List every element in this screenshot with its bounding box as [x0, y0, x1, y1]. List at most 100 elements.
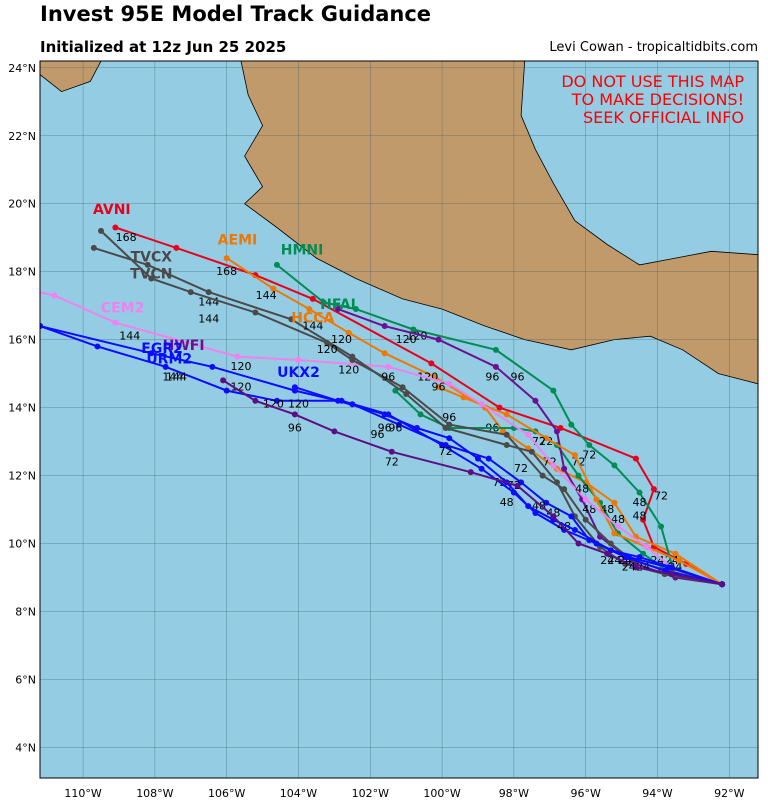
track-point [413, 424, 420, 431]
track-line [337, 308, 723, 586]
track-point [503, 431, 510, 438]
forecast-hour-label: 144 [256, 289, 277, 302]
track-point [543, 499, 550, 506]
lat-tick-label: 6°N [15, 673, 36, 686]
track-point [439, 441, 446, 448]
track-point [492, 346, 499, 353]
track-point [334, 306, 341, 313]
track-point [320, 299, 327, 306]
forecast-hour-label: 72 [514, 462, 528, 475]
track-point [568, 513, 575, 520]
track-point [345, 329, 352, 336]
forecast-hour-label: 120 [331, 333, 352, 346]
track-point [550, 387, 557, 394]
track-point [98, 227, 105, 234]
warning-text: TO MAKE DECISIONS! [571, 90, 744, 109]
model-name-label: CEM2 [101, 300, 145, 316]
lon-tick-label: 106°W [208, 787, 245, 800]
forecast-hour-label: 72 [539, 435, 553, 448]
track-point [632, 455, 639, 462]
model-name-label: HCCA [291, 311, 334, 327]
lon-tick-label: 104°W [280, 787, 317, 800]
forecast-hour-label: 120 [288, 398, 309, 411]
model-name-label: AEMI [218, 232, 258, 248]
lon-tick-label: 102°W [352, 787, 389, 800]
track-point [446, 435, 453, 442]
forecast-hour-label: 96 [381, 370, 395, 383]
lon-tick-label: 110°W [64, 787, 101, 800]
lat-tick-label: 16°N [8, 334, 36, 347]
track-point [528, 448, 535, 455]
track-point [51, 292, 58, 299]
lat-tick-label: 4°N [15, 741, 36, 754]
lat-tick-label: 20°N [8, 198, 36, 211]
track-point [291, 411, 298, 418]
lon-tick-label: 98°W [499, 787, 529, 800]
track-point [561, 486, 568, 493]
track-point [553, 428, 560, 435]
forecast-hour-label: 72 [582, 449, 596, 462]
track-point [668, 564, 675, 571]
track-point [187, 289, 194, 296]
track-point [381, 350, 388, 357]
lat-tick-label: 8°N [15, 605, 36, 618]
model-name-label: AVNI [93, 202, 131, 218]
forecast-hour-label: 48 [633, 496, 647, 509]
model-name-label: HWFI [163, 338, 205, 354]
forecast-hour-label: 96 [388, 421, 402, 434]
forecast-hour-label: 120 [231, 381, 252, 394]
track-point [306, 306, 313, 313]
forecast-hour-label: 96 [288, 421, 302, 434]
track-point [392, 387, 399, 394]
forecast-hour-label: 72 [439, 445, 453, 458]
track-point [446, 421, 453, 428]
track-point [291, 384, 298, 391]
track-point [162, 363, 169, 370]
track-point [719, 581, 726, 588]
model-name-label: HMNI [281, 243, 324, 259]
track-point [90, 244, 97, 251]
track-point [223, 255, 230, 262]
forecast-hour-label: 120 [317, 343, 338, 356]
track-point [309, 295, 316, 302]
track-point [550, 462, 557, 469]
track-point [324, 340, 331, 347]
track-point [604, 550, 611, 557]
track-point [460, 394, 467, 401]
forecast-hour-label: 48 [546, 506, 560, 519]
track-point [668, 571, 675, 578]
track-point [503, 411, 510, 418]
forecast-hour-label: 24 [622, 561, 636, 574]
land-baja [40, 61, 102, 93]
forecast-hour-label: 144 [119, 330, 140, 343]
track-point [478, 465, 485, 472]
lon-tick-label: 96°W [570, 787, 600, 800]
track-point [399, 384, 406, 391]
track-point [611, 499, 618, 506]
track-point [205, 289, 212, 296]
track-point [273, 397, 280, 404]
lat-tick-label: 24°N [8, 62, 36, 75]
track-point [94, 343, 101, 350]
track-point [220, 377, 227, 384]
forecast-hour-label: 96 [370, 428, 384, 441]
track-point [561, 465, 568, 472]
track-point [492, 363, 499, 370]
forecast-hour-label: 144 [166, 370, 187, 383]
track-point [614, 523, 621, 530]
track-point [446, 380, 453, 387]
model-name-label: TVCN [130, 266, 172, 282]
forecast-hour-label: 96 [510, 370, 524, 383]
model-name-label: URM2 [146, 351, 192, 367]
track-point [582, 496, 589, 503]
page-title: Invest 95E Model Track Guidance [40, 2, 432, 26]
forecast-hour-label: 144 [198, 313, 219, 326]
lon-tick-label: 108°W [136, 787, 173, 800]
track-point [568, 421, 575, 428]
track-point [40, 323, 43, 330]
track-point [676, 557, 683, 564]
track-point [223, 387, 230, 394]
track-point [672, 550, 679, 557]
lon-tick-label: 92°W [714, 787, 744, 800]
